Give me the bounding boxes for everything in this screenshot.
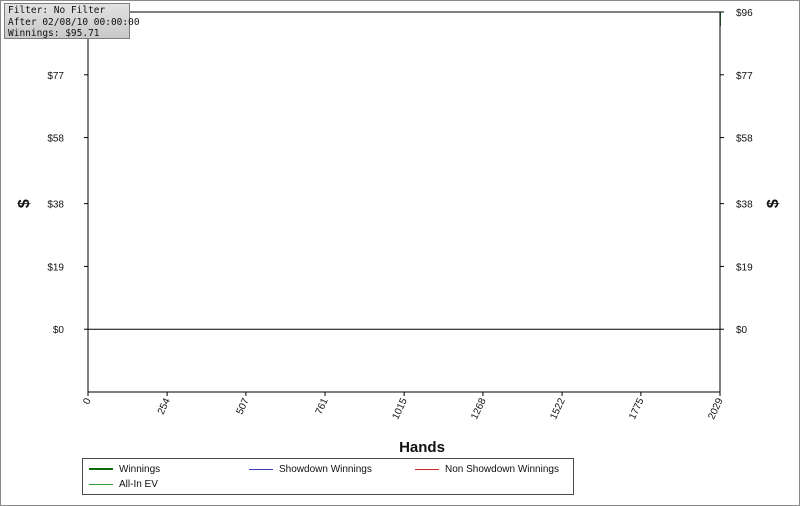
filter-panel: Filter: No Filter After 02/08/10 00:00:0… [4,3,140,39]
y-axis-title-left: $ [16,199,33,208]
legend-item-non-showdown-winnings: Non Showdown Winnings [415,462,559,476]
y-tick-label-left: $77 [47,71,64,82]
legend-item-all-in-ev: All-In EV [89,477,158,491]
legend: Winnings All-In EV Showdown Winnings Non… [82,458,574,495]
y-tick-label-left: $0 [53,325,65,336]
x-tick-label: 0 [81,396,94,406]
legend-swatch [249,468,273,470]
date-filter-label: After 02/08/10 00:00:00 [8,16,140,28]
x-axis-title: Hands [399,439,445,456]
y-tick-label-left: $38 [47,200,64,211]
legend-label: Non Showdown Winnings [445,463,559,475]
x-tick-label: 1268 [469,396,489,421]
x-tick-label: 1015 [391,396,411,421]
legend-swatch [415,468,439,470]
y-tick-label-right: $77 [736,71,753,82]
y-axis-title-right: $ [765,199,782,208]
x-tick-label: 1522 [548,396,568,421]
y-tick-label-right: $38 [736,200,753,211]
x-tick-label: 2029 [706,396,726,421]
y-tick-label-right: $19 [736,262,753,273]
y-tick-label-left: $58 [47,134,64,145]
legend-label: Showdown Winnings [279,463,372,475]
winnings-total-label: Winnings: $95.71 [8,28,100,39]
legend-swatch [89,468,113,470]
axis-labels: $96$96$77$77$58$58$38$38$19$19$0$0025450… [16,8,782,456]
y-tick-label-right: $0 [736,325,748,336]
x-tick-label: 507 [235,396,252,416]
legend-item-showdown-winnings: Showdown Winnings [249,462,372,476]
filter-label: Filter: No Filter [8,5,106,16]
y-tick-label-right: $96 [736,8,753,19]
x-tick-label: 1775 [627,396,647,421]
axes [84,11,724,396]
y-tick-label-right: $58 [736,134,753,145]
y-tick-label-left: $19 [47,262,64,273]
plot-area [87,11,721,393]
x-tick-label: 254 [156,396,173,416]
legend-label: All-In EV [119,478,158,490]
legend-swatch [89,483,113,485]
legend-label: Winnings [119,463,161,475]
x-tick-label: 761 [314,396,331,416]
legend-item-winnings: Winnings [89,462,160,476]
